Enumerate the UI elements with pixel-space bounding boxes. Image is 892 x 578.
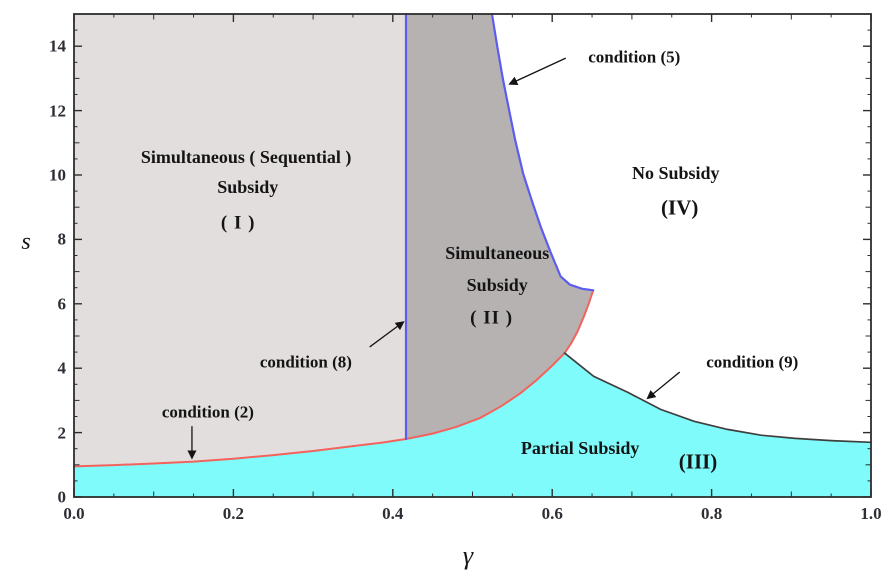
region-3-area <box>74 353 871 497</box>
region-3-numeral: (III) <box>678 449 718 474</box>
x-tick-label: 0.6 <box>541 504 563 523</box>
region-4-label: No Subsidy <box>631 163 720 184</box>
x-tick-label: 0.2 <box>222 504 245 523</box>
region-2-numeral: ( II ) <box>470 307 514 329</box>
x-tick-label: 0.0 <box>63 504 85 523</box>
y-tick-label: 6 <box>57 294 67 314</box>
y-tick-label: 0 <box>57 487 67 507</box>
region-4-numeral: (IV) <box>661 195 699 220</box>
y-tick-label: 4 <box>57 358 67 378</box>
region-2-label-line1: Simultaneous <box>445 242 550 263</box>
condition-8-arrow <box>369 321 405 348</box>
region-2-label-line2: Subsidy <box>466 275 528 296</box>
x-tick-label: 1.0 <box>860 504 882 523</box>
condition-2-curve <box>73 289 595 468</box>
condition-9-curve <box>563 352 872 444</box>
x-tick-label: 0.8 <box>700 504 723 523</box>
y-tick-label: 12 <box>49 101 66 121</box>
y-axis-label: s <box>21 229 31 255</box>
region-1-label-line1: Simultaneous ( Sequential ) <box>140 146 352 167</box>
region-1-numeral: ( I ) <box>220 212 256 234</box>
x-axis-label: γ <box>462 541 474 570</box>
region-2-area <box>406 14 594 439</box>
annotation-condition-2: condition (2) <box>161 402 254 422</box>
region-1-label-line2: Subsidy <box>217 176 279 197</box>
y-tick-label: 14 <box>49 36 66 56</box>
y-tick-label: 2 <box>57 423 67 443</box>
region-3-label: Partial Subsidy <box>520 438 640 459</box>
condition-5-curve <box>490 12 595 292</box>
region-1-area <box>74 14 406 467</box>
condition-5-arrow <box>508 57 567 85</box>
annotation-condition-9: condition (9) <box>706 352 799 372</box>
annotation-condition-8: condition (8) <box>259 352 352 372</box>
x-tick-label: 0.4 <box>382 504 404 523</box>
y-tick-label: 8 <box>57 229 67 249</box>
annotation-condition-5: condition (5) <box>588 47 681 67</box>
condition-9-arrow <box>646 371 681 400</box>
y-tick-label: 10 <box>49 165 66 185</box>
